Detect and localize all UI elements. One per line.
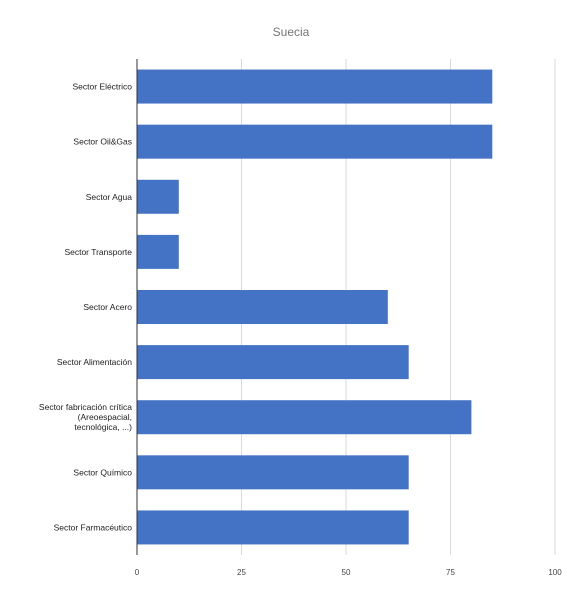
x-tick-label: 75 — [446, 568, 455, 577]
category-label: Sector Eléctrico — [72, 82, 132, 92]
category-label-line: Sector fabricación crítica — [39, 402, 132, 412]
category-label-line: Sector Alimentación — [57, 357, 132, 367]
bar — [137, 345, 409, 380]
category-label: Sector Acero — [83, 302, 132, 312]
chart-title: Suecia — [273, 25, 310, 39]
category-label-line: Sector Farmacéutico — [54, 522, 133, 532]
x-tick-label: 0 — [135, 568, 140, 577]
category-label-line: (Areoespacial, — [78, 412, 132, 422]
category-label: Sector Químico — [73, 467, 132, 477]
bar — [137, 290, 388, 324]
x-tick-labels: 0 25 50 75 100 — [135, 568, 562, 577]
category-label: Sector Agua — [86, 192, 133, 202]
x-tick-label: 50 — [342, 568, 351, 577]
x-tick-label: 25 — [237, 568, 246, 577]
category-labels: Sector Eléctrico Sector Oil&Gas Sector Agu… — [39, 82, 132, 533]
category-label: Sector fabricación crítica (Areoespacial,… — [39, 402, 132, 432]
bar — [137, 179, 179, 214]
category-label-line: Sector Agua — [86, 192, 133, 202]
category-label: Sector Oil&Gas — [73, 137, 132, 147]
bar — [137, 234, 179, 269]
category-label: Sector Alimentación — [57, 357, 132, 367]
category-label: Sector Transporte — [64, 247, 132, 257]
category-label-line: Sector Eléctrico — [72, 82, 132, 92]
category-label: Sector Farmacéutico — [54, 522, 133, 532]
category-label-line: Sector Químico — [73, 467, 132, 477]
category-label-line: Sector Oil&Gas — [73, 137, 132, 147]
category-label-line: Sector Transporte — [64, 247, 132, 257]
bar — [137, 124, 493, 159]
bars — [137, 69, 493, 545]
x-tick-label: 100 — [548, 568, 562, 577]
category-label-line: Sector Acero — [83, 302, 132, 312]
bar — [137, 400, 472, 435]
bar — [137, 510, 409, 545]
bar — [137, 455, 409, 490]
bar — [137, 69, 493, 104]
category-label-line: tecnológica, ...) — [74, 422, 132, 432]
